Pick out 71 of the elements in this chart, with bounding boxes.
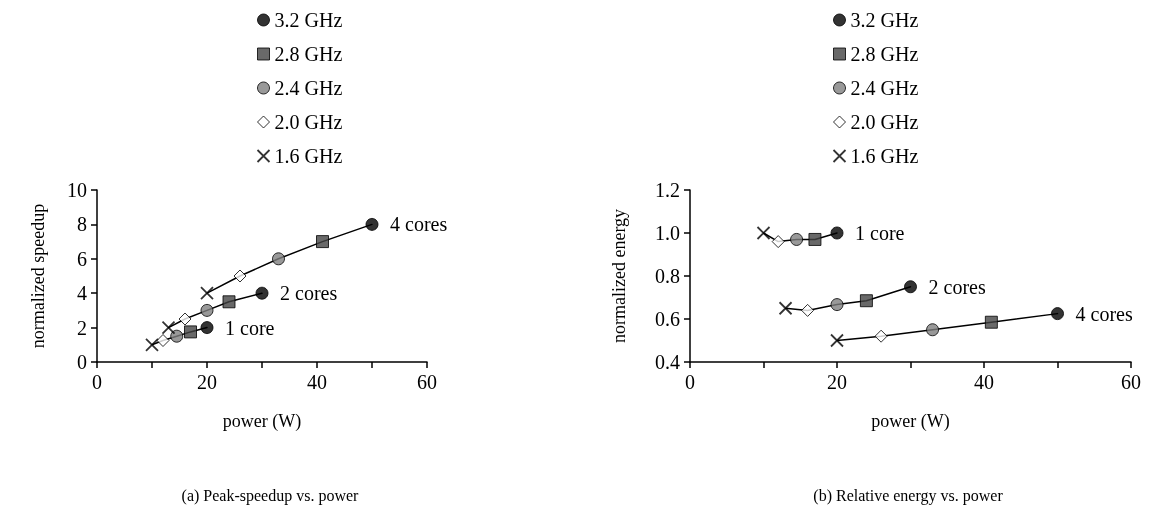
x-axis-title: power (W)	[222, 411, 302, 432]
point	[778, 301, 793, 316]
text: (b) Relative energy vs. power	[813, 486, 1004, 505]
point	[255, 286, 269, 300]
y-axis-title: normalized speedup	[28, 203, 48, 349]
y-tick-label: 0	[77, 351, 87, 373]
legend-label: 2.0 GHz	[274, 111, 343, 133]
point	[365, 217, 379, 231]
text: (a) Peak-speedup vs. power	[181, 486, 360, 505]
point	[926, 323, 940, 337]
point	[801, 303, 815, 317]
legend-label: 2.8 GHz	[850, 43, 919, 65]
point	[830, 333, 844, 348]
legend-label: 2.4 GHz	[274, 77, 343, 99]
y-tick-label: 4	[77, 282, 87, 305]
x-tick-label: 0	[92, 371, 102, 393]
annotation: 4 cores	[390, 213, 448, 236]
point	[984, 315, 998, 329]
point	[161, 320, 176, 335]
y-tick-label: 2	[77, 316, 87, 339]
point	[316, 235, 329, 249]
legend-label: 1.6 GHz	[274, 145, 343, 167]
y-tick-label: 0.4	[655, 351, 680, 373]
annotation: 1 core	[225, 316, 275, 339]
point	[272, 252, 285, 266]
legend-label: 3.2 GHz	[850, 9, 919, 31]
point	[830, 298, 844, 312]
x-tick-label: 40	[307, 371, 327, 393]
y-tick-label: 1.0	[655, 222, 680, 244]
point	[830, 226, 844, 240]
point	[1051, 307, 1064, 321]
point	[790, 232, 804, 246]
y-axis-title: normalized energy	[609, 208, 629, 344]
legend-label: 2.0 GHz	[850, 111, 919, 133]
point	[200, 321, 214, 335]
point	[178, 312, 192, 326]
point	[200, 286, 214, 301]
point	[145, 337, 159, 352]
annotation: 1 core	[855, 222, 905, 244]
point	[233, 269, 247, 283]
legend-label: 3.2 GHz	[274, 9, 343, 31]
x-tick-label: 20	[827, 371, 847, 393]
point	[904, 280, 917, 294]
y-tick-label: 0.8	[655, 265, 680, 287]
point	[170, 329, 184, 343]
x-tick-label: 60	[1121, 371, 1141, 393]
x-tick-label: 60	[417, 371, 437, 393]
annotation: 2 cores	[928, 275, 986, 298]
y-tick-label: 1.2	[655, 179, 680, 201]
point	[771, 235, 785, 249]
point	[874, 329, 888, 343]
y-tick-label: 10	[67, 179, 87, 201]
point	[222, 295, 236, 309]
legend-label: 1.6 GHz	[850, 145, 919, 167]
annotation: 2 cores	[280, 282, 338, 305]
annotation: 4 cores	[1075, 302, 1133, 325]
x-tick-label: 40	[974, 371, 994, 393]
y-tick-label: 6	[77, 247, 87, 270]
legend-label: 2.8 GHz	[274, 43, 343, 65]
point	[756, 226, 771, 240]
x-tick-label: 0	[685, 371, 695, 393]
x-tick-label: 20	[197, 371, 217, 393]
point	[859, 294, 873, 308]
y-tick-label: 8	[77, 213, 87, 236]
legend-label: 2.4 GHz	[850, 77, 919, 99]
point	[200, 303, 214, 317]
point	[156, 334, 170, 347]
point	[184, 325, 197, 339]
x-axis-title: power (W)	[871, 411, 950, 432]
y-tick-label: 0.6	[655, 308, 680, 330]
point	[808, 232, 822, 246]
